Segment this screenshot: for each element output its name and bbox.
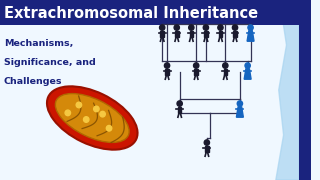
Circle shape bbox=[65, 110, 70, 116]
Circle shape bbox=[100, 111, 105, 117]
Bar bbox=[0, 0, 299, 25]
Circle shape bbox=[94, 106, 99, 112]
Circle shape bbox=[174, 25, 180, 30]
Polygon shape bbox=[178, 107, 181, 113]
Text: Significance, and: Significance, and bbox=[4, 57, 96, 66]
Polygon shape bbox=[195, 69, 198, 75]
Circle shape bbox=[237, 101, 243, 106]
Polygon shape bbox=[233, 31, 237, 37]
Polygon shape bbox=[219, 31, 222, 37]
Circle shape bbox=[194, 63, 199, 68]
Circle shape bbox=[204, 140, 210, 145]
Circle shape bbox=[84, 117, 89, 122]
Circle shape bbox=[177, 101, 182, 106]
Polygon shape bbox=[205, 146, 209, 152]
Circle shape bbox=[245, 63, 250, 68]
Circle shape bbox=[189, 25, 194, 30]
Circle shape bbox=[160, 25, 165, 30]
Polygon shape bbox=[276, 0, 299, 180]
Polygon shape bbox=[165, 69, 169, 75]
Text: Extrachromosomal Inheritance: Extrachromosomal Inheritance bbox=[4, 6, 258, 21]
Polygon shape bbox=[175, 31, 179, 37]
Ellipse shape bbox=[55, 94, 129, 142]
Circle shape bbox=[218, 25, 223, 30]
Polygon shape bbox=[204, 31, 208, 37]
Bar bbox=[299, 0, 311, 180]
Text: Challenges: Challenges bbox=[4, 76, 62, 86]
Circle shape bbox=[223, 63, 228, 68]
Circle shape bbox=[248, 25, 253, 30]
Polygon shape bbox=[189, 31, 193, 37]
Ellipse shape bbox=[47, 86, 138, 150]
Circle shape bbox=[76, 102, 82, 108]
Polygon shape bbox=[236, 107, 243, 117]
Polygon shape bbox=[224, 69, 227, 75]
Polygon shape bbox=[244, 69, 251, 79]
Text: Mechanisms,: Mechanisms, bbox=[4, 39, 73, 48]
Polygon shape bbox=[247, 31, 254, 41]
Circle shape bbox=[232, 25, 238, 30]
Polygon shape bbox=[160, 31, 164, 37]
Circle shape bbox=[164, 63, 170, 68]
Circle shape bbox=[106, 125, 112, 131]
Circle shape bbox=[203, 25, 209, 30]
